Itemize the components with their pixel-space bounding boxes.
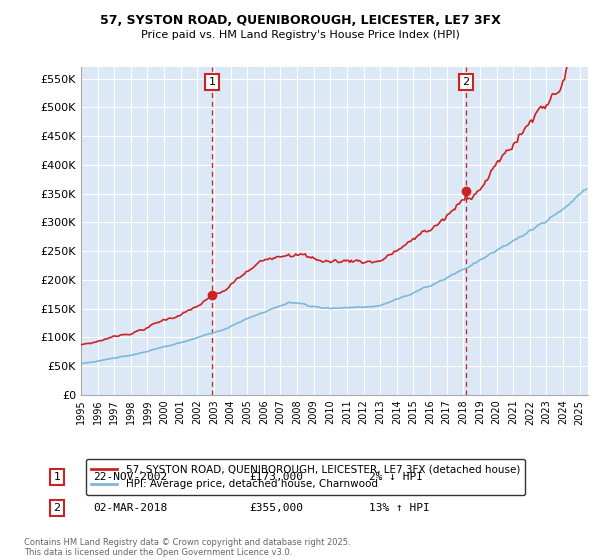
Text: 22-NOV-2002: 22-NOV-2002 (93, 472, 167, 482)
Text: 57, SYSTON ROAD, QUENIBOROUGH, LEICESTER, LE7 3FX: 57, SYSTON ROAD, QUENIBOROUGH, LEICESTER… (100, 14, 500, 27)
Text: 13% ↑ HPI: 13% ↑ HPI (369, 503, 430, 513)
Text: £173,000: £173,000 (249, 472, 303, 482)
Text: 2% ↓ HPI: 2% ↓ HPI (369, 472, 423, 482)
Text: £355,000: £355,000 (249, 503, 303, 513)
Text: 1: 1 (209, 77, 216, 87)
Text: 02-MAR-2018: 02-MAR-2018 (93, 503, 167, 513)
Text: 1: 1 (53, 472, 61, 482)
Text: Contains HM Land Registry data © Crown copyright and database right 2025.
This d: Contains HM Land Registry data © Crown c… (24, 538, 350, 557)
Text: Price paid vs. HM Land Registry's House Price Index (HPI): Price paid vs. HM Land Registry's House … (140, 30, 460, 40)
Text: 2: 2 (53, 503, 61, 513)
Text: 2: 2 (463, 77, 470, 87)
Legend: 57, SYSTON ROAD, QUENIBOROUGH, LEICESTER, LE7 3FX (detached house), HPI: Average: 57, SYSTON ROAD, QUENIBOROUGH, LEICESTER… (86, 459, 526, 494)
